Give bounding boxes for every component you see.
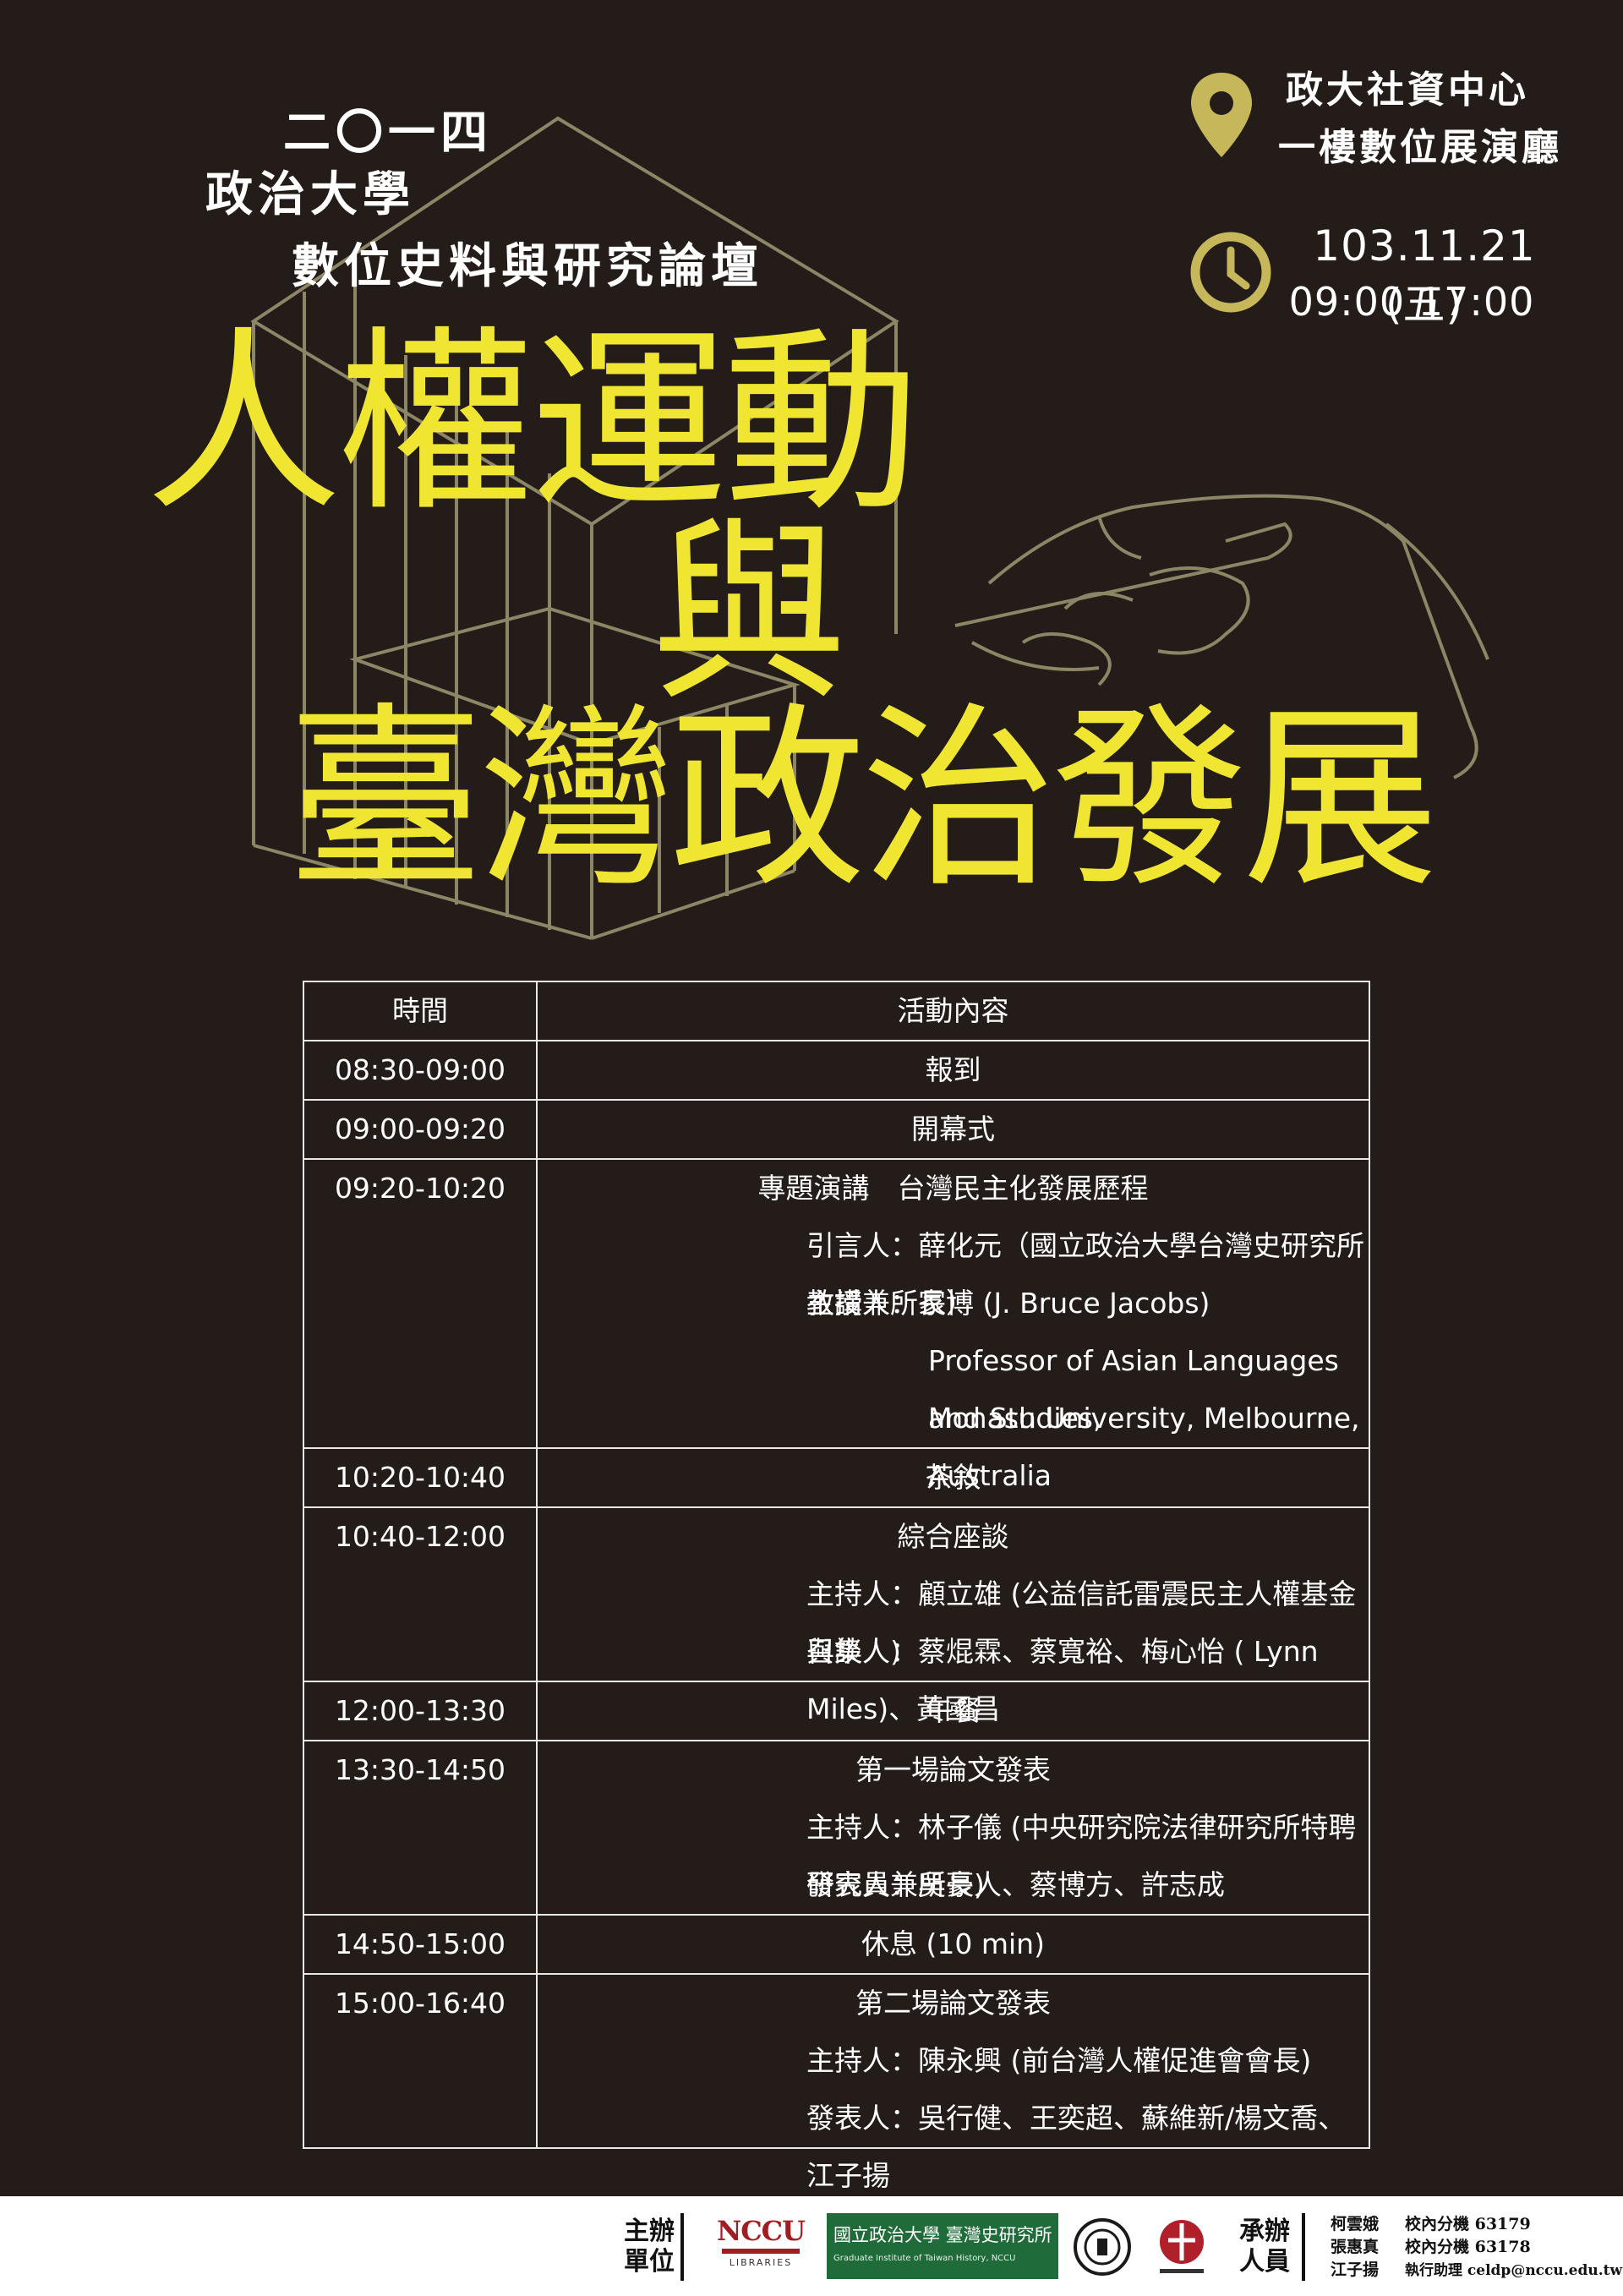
row-detail-presenters: 發表人：吳豪人、蔡博方、許志成 (806, 1868, 1225, 1901)
row-session-title: 第一場論文發表 (855, 1753, 1051, 1786)
row-session-title: 第二場論文發表 (855, 1987, 1051, 2020)
venue-line-2: 一樓數位展演廳 (1278, 126, 1562, 169)
row-time: 15:00-16:40 (334, 1987, 506, 2020)
footer-organizers: 主辦 單位 NCCU LIBRARIES 國立政治大學 臺灣史研究所 Gradu… (0, 2196, 1623, 2296)
table-row: 12:00-13:30 午餐 (303, 1681, 1370, 1741)
event-year: 二〇一四 (283, 105, 493, 161)
row-detail-panelists: 與談人：蔡焜霖、蔡寬裕、梅心怡 ( Lynn Miles)、黃國昌 (806, 1635, 1319, 1725)
table-row: 10:40-12:00 綜合座談 主持人：顧立雄 (公益信託雷震民主人權基金召集… (303, 1506, 1370, 1725)
row-detail-moderator: 主持人：顧立雄 (公益信託雷震民主人權基金召集人) (806, 1577, 1357, 1668)
row-time: 13:30-14:50 (334, 1753, 506, 1786)
divider (680, 2213, 684, 2281)
row-time: 09:00-09:20 (334, 1112, 506, 1145)
table-row: 13:30-14:50 第一場論文發表 主持人：林子儀 (中央研究院法律研究所特… (303, 1740, 1370, 1916)
staff-entry: 柯雲娥 校內分機 63179 (1331, 2215, 1531, 2233)
row-detail-moderator: 主持人：陳永興 (前台灣人權促進會會長) (806, 2044, 1312, 2077)
foundation-logo (1160, 2220, 1204, 2273)
staff-contacts: 柯雲娥 校內分機 63179 張惠真 校內分機 63178 江子揚 執行助理 celd… (1331, 2213, 1622, 2282)
row-detail-moderator: 引言人：薛化元（國立政治大學台灣史研究所教授兼所長） (806, 1229, 1364, 1320)
header-content: 活動內容 (536, 981, 1370, 1041)
row-detail-presenters: 發表人：吳行健、王奕超、蘇維新/楊文喬、江子揚 (806, 2102, 1347, 2192)
table-row: 10:20-10:40 茶敘 (303, 1447, 1370, 1508)
row-time: 09:20-10:20 (334, 1172, 506, 1205)
row-time: 08:30-09:00 (334, 1053, 506, 1086)
row-activity: 午餐 (925, 1694, 981, 1727)
row-session-title: 綜合座談 (897, 1520, 1009, 1553)
row-activity: 報到 (925, 1053, 981, 1086)
table-header-row: 時間 活動內容 (303, 981, 1370, 1041)
row-activity: 休息 (10 min) (861, 1927, 1045, 1960)
organizer-label: 主辦 單位 (624, 2217, 675, 2277)
staff-entry: 張惠真 校內分機 63178 (1331, 2238, 1531, 2256)
main-title-line-3: 臺灣政治發展 (287, 686, 1439, 914)
row-session-title: 專題演講 台灣民主化發展歷程 (757, 1172, 1149, 1205)
table-row: 14:50-15:00 休息 (10 min) (303, 1914, 1370, 1975)
event-forum: 數位史料與研究論壇 (292, 238, 763, 294)
table-row: 09:00-09:20 開幕式 (303, 1099, 1370, 1160)
main-title-line-1: 人權運動 (145, 309, 920, 538)
line-art-illustration (250, 116, 1489, 940)
row-time: 10:20-10:40 (334, 1461, 506, 1494)
row-activity: 開幕式 (911, 1112, 995, 1145)
schedule-table: 時間 活動內容 08:30-09:00 報到 09:00-09:20 開幕式 0… (303, 981, 1370, 2192)
divider (1302, 2213, 1305, 2281)
table-row: 09:20-10:20 專題演講 台灣民主化發展歷程 引言人：薛化元（國立政治大… (303, 1158, 1370, 1492)
row-detail-extra: Monash University, Melbourne, Australia (928, 1402, 1360, 1492)
row-detail-moderator: 主持人：林子儀 (中央研究院法律研究所特聘研究員兼所長) (806, 1811, 1357, 1901)
venue-line-1: 政大社資中心 (1286, 68, 1529, 112)
event-date: 103.11.21 (五) (1313, 221, 1536, 329)
event-time: 09:00 17:00 (1288, 279, 1535, 325)
location-pin-icon (1191, 73, 1252, 157)
row-detail-extra: Professor of Asian Languages and Studies… (928, 1344, 1339, 1435)
event-school: 政治大學 (205, 167, 415, 222)
row-activity: 茶敘 (925, 1461, 981, 1494)
staff-label: 承辦 人員 (1239, 2217, 1290, 2277)
main-title-line-2: 與 (651, 500, 848, 728)
row-detail-speaker: 主講人：家博 (J. Bruce Jacobs) (806, 1287, 1210, 1320)
institute-logo: 國立政治大學 臺灣史研究所 Graduate Institute of Taiw… (827, 2213, 1058, 2279)
nccu-libraries-logo: NCCU LIBRARIES (716, 2215, 806, 2268)
row-time: 10:40-12:00 (334, 1520, 506, 1553)
table-row: 15:00-16:40 第二場論文發表 主持人：陳永興 (前台灣人權促進會會長)… (303, 1973, 1370, 2192)
header-time: 時間 (303, 981, 538, 1041)
emblem-logo (1074, 2218, 1131, 2276)
row-time: 14:50-15:00 (334, 1927, 506, 1960)
staff-entry: 江子揚 執行助理 celdp@nccu.edu.tw (1331, 2260, 1623, 2279)
table-row: 08:30-09:00 報到 (303, 1040, 1370, 1101)
clock-icon (1190, 232, 1271, 313)
row-time: 12:00-13:30 (334, 1694, 506, 1727)
